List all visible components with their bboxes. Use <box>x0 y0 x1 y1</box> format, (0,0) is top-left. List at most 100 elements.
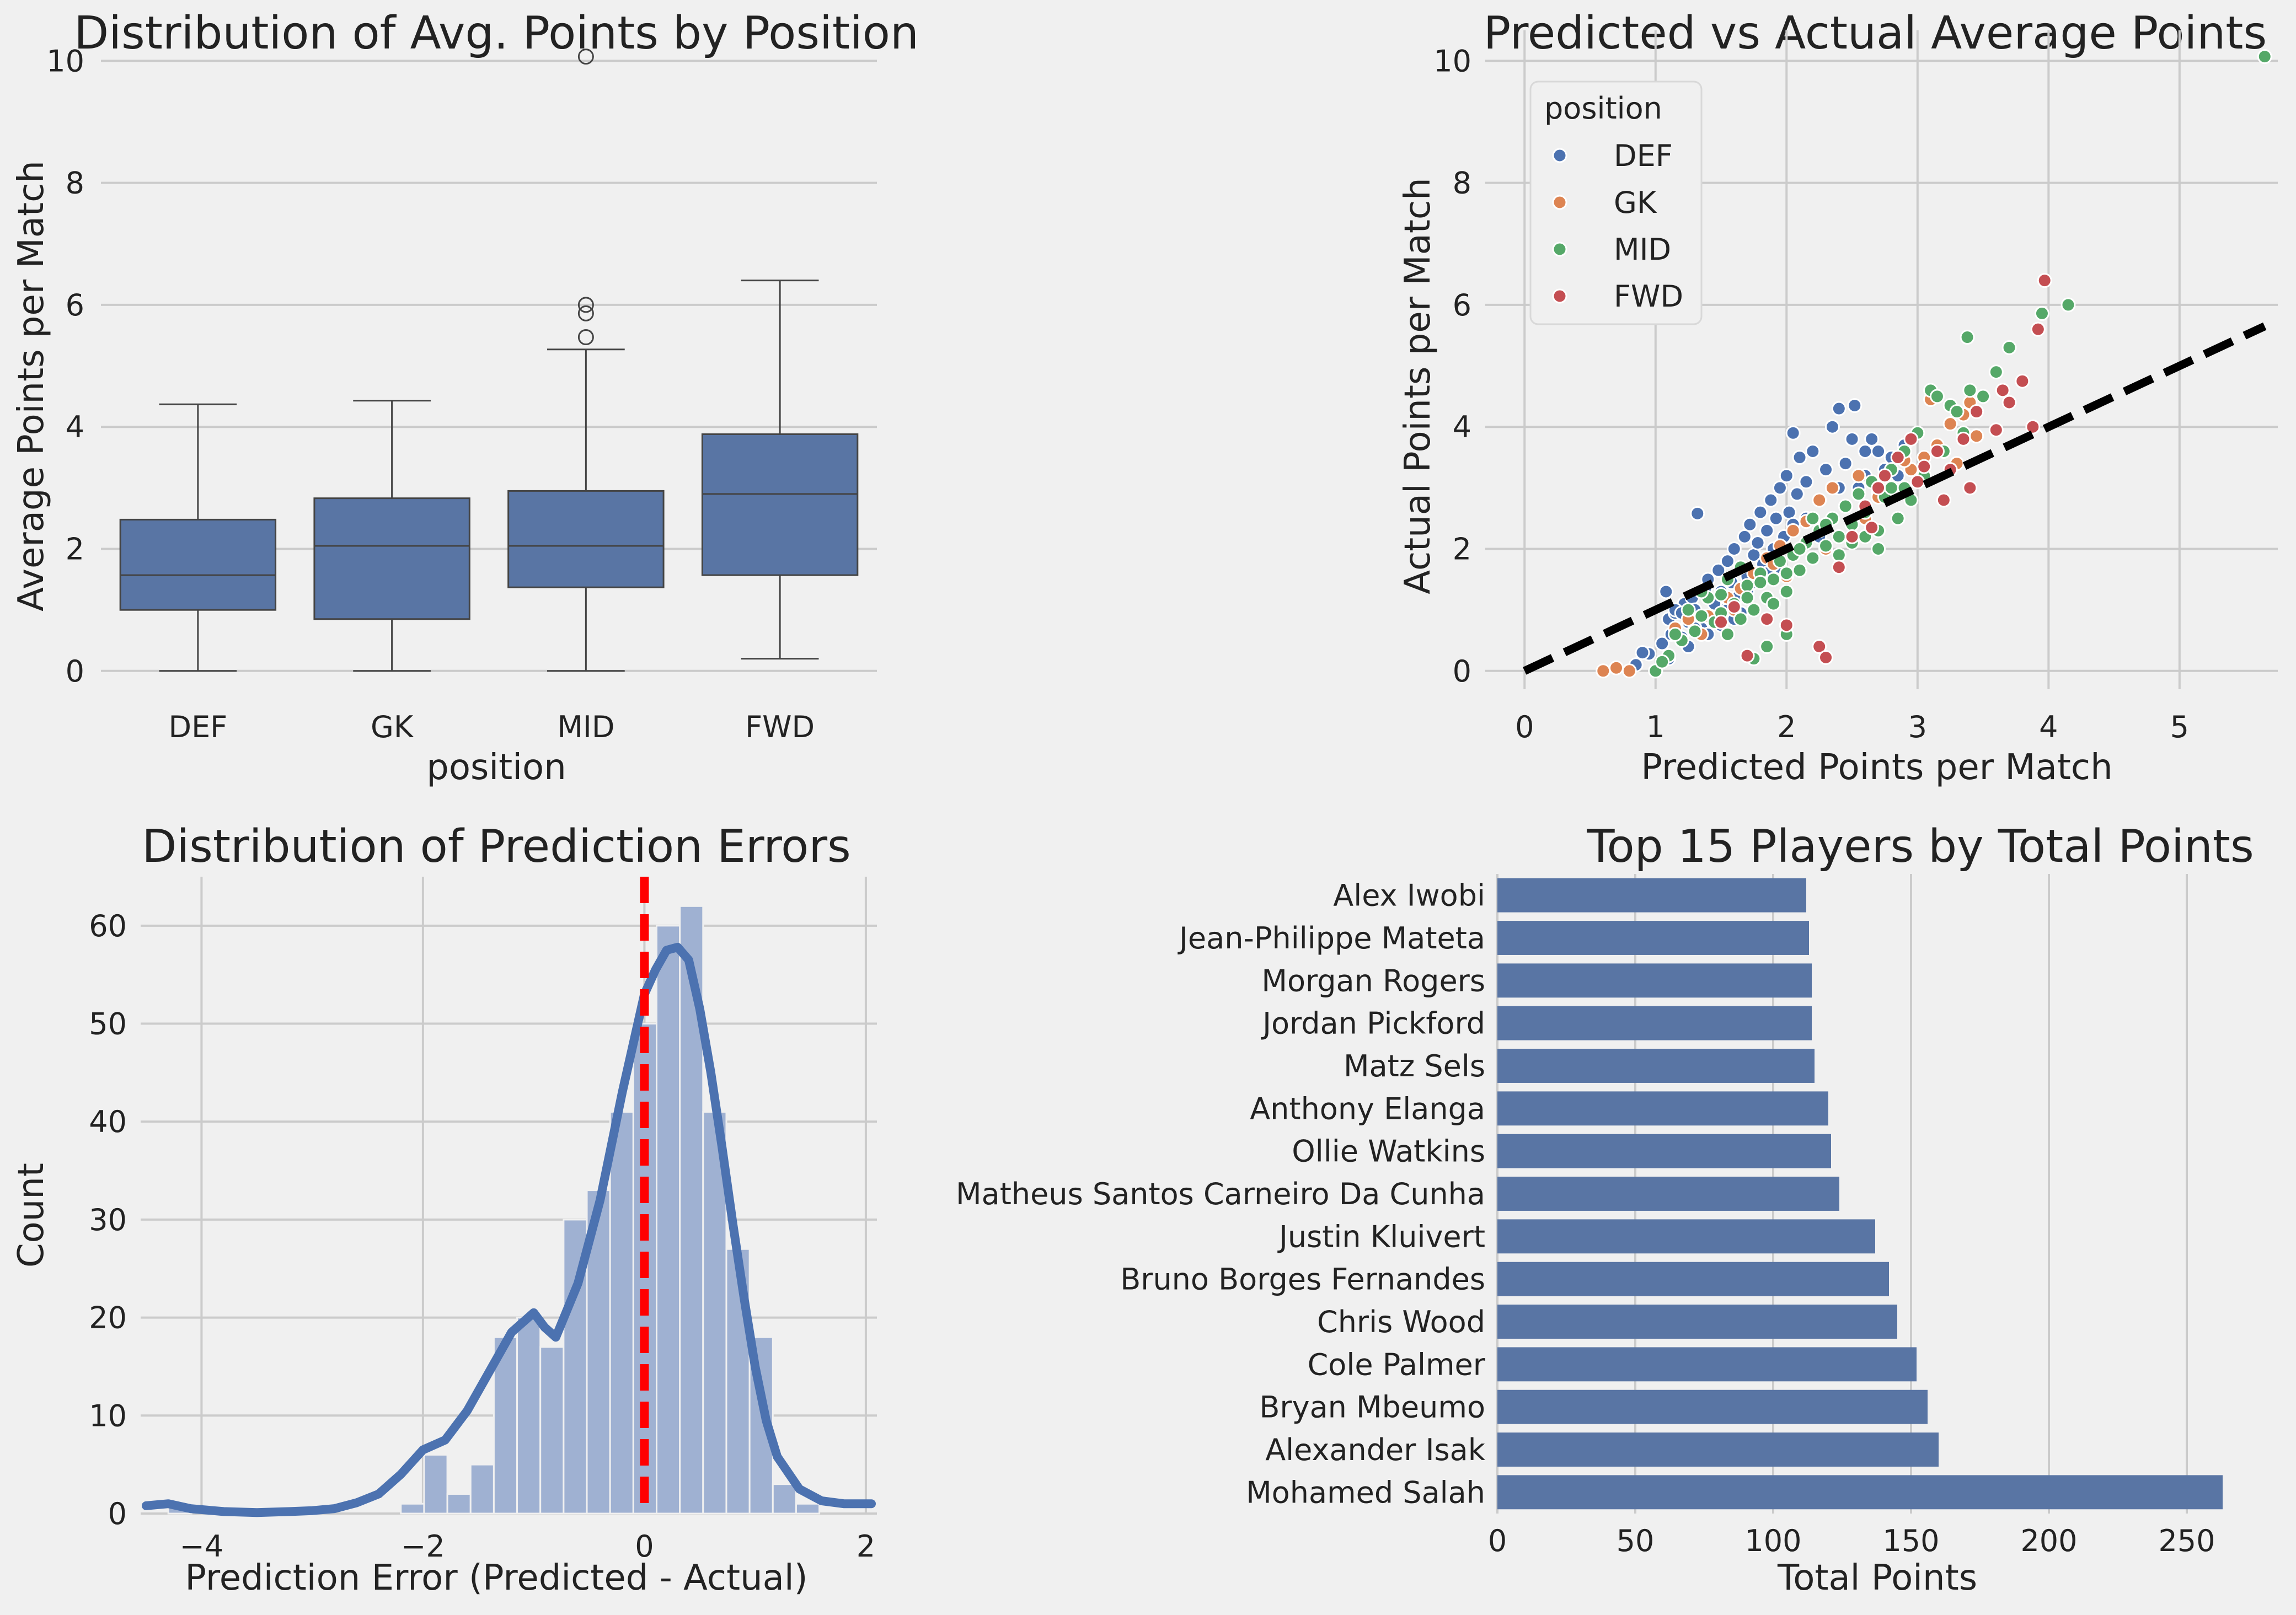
legend-label-def: DEF <box>1614 138 1673 173</box>
histogram-title: Distribution of Prediction Errors <box>142 820 851 873</box>
scatter-point-fwd <box>1910 474 1925 490</box>
scatter-point-fwd <box>2030 321 2046 337</box>
boxplot-xtick-label: FWD <box>745 710 815 744</box>
scatter-point-mid <box>1883 480 1899 496</box>
scatter-xtick-label: 1 <box>1646 710 1665 744</box>
scatter-point-mid <box>1831 529 1847 544</box>
hbar-xtick-label: 50 <box>1617 1523 1655 1558</box>
boxplot-xtick-label: GK <box>371 710 414 744</box>
scatter-point-fwd <box>1714 614 1729 630</box>
hbar-bar <box>1497 878 1806 913</box>
scatter-point-mid <box>2001 340 2017 355</box>
scatter-point-fwd <box>1956 431 1971 447</box>
scatter-point-mid <box>1929 389 1945 404</box>
scatter-point-gk <box>1812 492 1827 508</box>
scatter-point-gk <box>1824 480 1840 496</box>
scatter-point-mid <box>1740 578 1755 593</box>
scatter-point-fwd <box>1844 529 1860 544</box>
scatter-point-fwd <box>1726 599 1742 615</box>
boxplot-ytick-label: 8 <box>66 166 84 201</box>
scatter-title: Predicted vs Actual Average Points <box>1484 7 2267 60</box>
scatter-ytick-label: 2 <box>1453 532 1471 567</box>
histogram-bin <box>795 1503 821 1515</box>
scatter-point-fwd <box>1903 431 1919 447</box>
scatter-point-mid <box>1694 608 1709 624</box>
scatter-point-mid <box>1851 486 1866 502</box>
scatter-ytick-label: 4 <box>1453 410 1471 444</box>
scatter-point-def <box>1805 443 1821 459</box>
scatter-point-fwd <box>1871 480 1886 496</box>
hbar-category-label: Anthony Elanga <box>1250 1091 1485 1126</box>
scatter-ytick-label: 8 <box>1453 166 1471 201</box>
scatter-point-def <box>1763 492 1779 508</box>
hbar-axes: Top 15 Players by Total Points Total Poi… <box>956 820 2254 1598</box>
hbar-category-label: Ollie Watkins <box>1292 1134 1485 1169</box>
scatter-point-fwd <box>1812 639 1827 654</box>
scatter-legend: position DEF GK MID FWD <box>1529 81 1703 325</box>
hbar-category-label: Mohamed Salah <box>1246 1475 1485 1510</box>
histogram-ytick-label: 40 <box>89 1104 127 1139</box>
scatter-point-mid <box>1779 584 1794 599</box>
hbar-bar <box>1497 1219 1875 1254</box>
legend-marker-mid <box>1552 242 1567 257</box>
scatter-point-gk <box>1596 663 1611 679</box>
boxplot-outlier <box>577 305 594 321</box>
scatter-point-mid <box>1805 550 1821 566</box>
scatter-xtick-label: 4 <box>2039 710 2058 744</box>
scatter-point-fwd <box>1831 560 1847 575</box>
scatter-point-gk <box>1969 428 1984 444</box>
hbar-bar <box>1497 1006 1812 1040</box>
boxplot-xtick-label: DEF <box>168 710 227 744</box>
hbar-category-label: Matheus Santos Carneiro Da Cunha <box>956 1177 1485 1211</box>
boxplot-ytick-label: 0 <box>66 654 84 689</box>
hbar-bar <box>1497 963 1812 998</box>
histogram-bin <box>539 1346 565 1515</box>
boxplot-ylabel: Average Points per Match <box>11 160 52 611</box>
scatter-point-def <box>1768 511 1784 526</box>
scatter-point-mid <box>1988 364 2004 380</box>
scatter-point-mid <box>1714 587 1729 602</box>
scatter-point-fwd <box>2001 395 2017 410</box>
scatter-point-fwd <box>1969 404 1984 420</box>
scatter-point-fwd <box>1962 480 1978 496</box>
scatter-point-def <box>1831 401 1847 416</box>
boxplot-ytick-label: 4 <box>66 410 84 444</box>
scatter-point-def <box>1864 431 1880 447</box>
hbar-category-label: Jean-Philippe Mateta <box>1178 921 1485 956</box>
legend-label-fwd: FWD <box>1614 279 1683 314</box>
scatter-point-fwd <box>2025 419 2041 434</box>
scatter-point-def <box>1720 554 1735 569</box>
histogram-xtick-label: 0 <box>635 1529 654 1564</box>
scatter-point-def <box>1658 584 1674 599</box>
scatter-point-mid <box>1779 566 1794 581</box>
boxplot-box-mid <box>507 490 665 588</box>
hbar-bar <box>1497 1305 1897 1339</box>
boxplot-axes: Distribution of Avg. Points by Position … <box>11 7 919 788</box>
scatter-point-def <box>1871 443 1886 459</box>
scatter-point-mid <box>1720 626 1735 642</box>
scatter-point-mid <box>1890 511 1906 526</box>
scatter-point-def <box>1838 456 1853 471</box>
scatter-point-def <box>1781 505 1797 520</box>
scatter-point-def <box>1818 462 1834 477</box>
scatter-point-mid <box>1792 541 1807 557</box>
legend-label-mid: MID <box>1614 232 1671 267</box>
boxplot-ytick-label: 10 <box>46 44 84 78</box>
hbar-category-label: Bruno Borges Fernandes <box>1120 1262 1485 1297</box>
histogram-ytick-label: 10 <box>89 1398 127 1433</box>
scatter-point-fwd <box>1929 443 1945 459</box>
scatter-point-mid <box>1818 538 1834 554</box>
scatter-point-mid <box>1792 562 1807 578</box>
scatter-point-mid <box>1976 389 1991 404</box>
hbar-category-label: Cole Palmer <box>1308 1347 1486 1382</box>
scatter-ytick-label: 0 <box>1453 654 1471 689</box>
scatter-ytick-label: 10 <box>1433 44 1471 78</box>
scatter-point-fwd <box>1936 492 1951 508</box>
scatter-point-fwd <box>1759 611 1775 627</box>
scatter-point-fwd <box>2015 373 2030 389</box>
scatter-point-def <box>1759 523 1775 538</box>
hbar-category-label: Jordan Pickford <box>1261 1006 1485 1041</box>
scatter-point-def <box>1726 541 1742 557</box>
scatter-xlabel: Predicted Points per Match <box>1641 747 2112 788</box>
scatter-point-def <box>1824 419 1840 434</box>
